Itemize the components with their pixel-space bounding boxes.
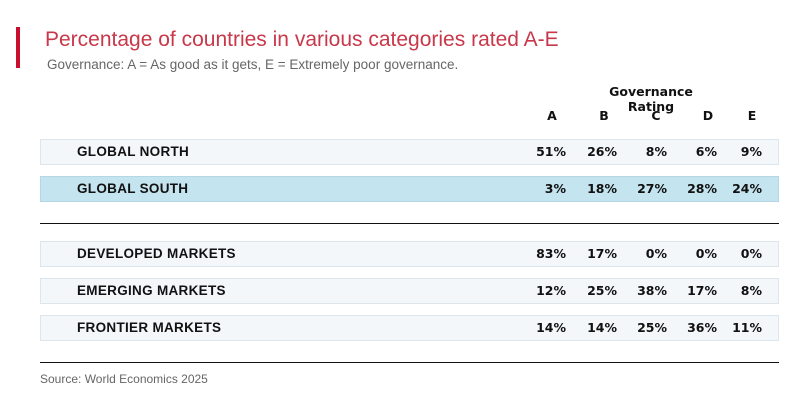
row-label: GLOBAL SOUTH — [77, 181, 189, 196]
column-header-c: C — [651, 108, 661, 123]
cell-e: 8% — [740, 283, 762, 298]
table-bottom-line — [40, 362, 779, 363]
cell-e: 9% — [740, 144, 762, 159]
cell-c: 38% — [637, 283, 667, 298]
column-header-e: E — [747, 108, 757, 123]
cell-b: 17% — [587, 246, 617, 261]
cell-c: 0% — [645, 246, 667, 261]
cell-e: 24% — [732, 181, 762, 196]
source-note: Source: World Economics 2025 — [40, 372, 208, 386]
cell-a: 3% — [544, 181, 566, 196]
cell-d: 0% — [695, 246, 717, 261]
cell-c: 8% — [645, 144, 667, 159]
cell-b: 18% — [587, 181, 617, 196]
cell-a: 51% — [536, 144, 566, 159]
cell-e: 11% — [732, 320, 762, 335]
table-row-developed-markets: DEVELOPED MARKETS 83% 17% 0% 0% 0% — [40, 241, 779, 267]
cell-d: 17% — [687, 283, 717, 298]
table-row-global-south: GLOBAL SOUTH 3% 18% 27% 28% 24% — [40, 176, 779, 202]
cell-a: 12% — [536, 283, 566, 298]
cell-b: 14% — [587, 320, 617, 335]
cell-d: 36% — [687, 320, 717, 335]
column-header-d: D — [702, 108, 714, 123]
row-label: GLOBAL NORTH — [77, 144, 190, 159]
row-label: FRONTIER MARKETS — [77, 320, 222, 335]
table-row-global-north: GLOBAL NORTH 51% 26% 8% 6% 9% — [40, 139, 779, 165]
chart-subtitle: Governance: A = As good as it gets, E = … — [47, 57, 459, 72]
cell-c: 27% — [637, 181, 667, 196]
row-label: DEVELOPED MARKETS — [77, 246, 236, 261]
cell-b: 25% — [587, 283, 617, 298]
group-separator-line — [40, 223, 779, 224]
cell-e: 0% — [740, 246, 762, 261]
table-row-emerging-markets: EMERGING MARKETS 12% 25% 38% 17% 8% — [40, 278, 779, 304]
title-accent-bar — [16, 27, 20, 68]
cell-a: 14% — [536, 320, 566, 335]
table-row-frontier-markets: FRONTIER MARKETS 14% 14% 25% 36% 11% — [40, 315, 779, 341]
cell-c: 25% — [637, 320, 667, 335]
column-header-b: B — [599, 108, 609, 123]
cell-a: 83% — [536, 246, 566, 261]
cell-b: 26% — [587, 144, 617, 159]
cell-d: 28% — [687, 181, 717, 196]
column-header-a: A — [547, 108, 557, 123]
row-label: EMERGING MARKETS — [77, 283, 226, 298]
governance-rating-header: Governance Rating — [609, 84, 693, 114]
cell-d: 6% — [695, 144, 717, 159]
chart-title: Percentage of countries in various categ… — [45, 28, 559, 51]
